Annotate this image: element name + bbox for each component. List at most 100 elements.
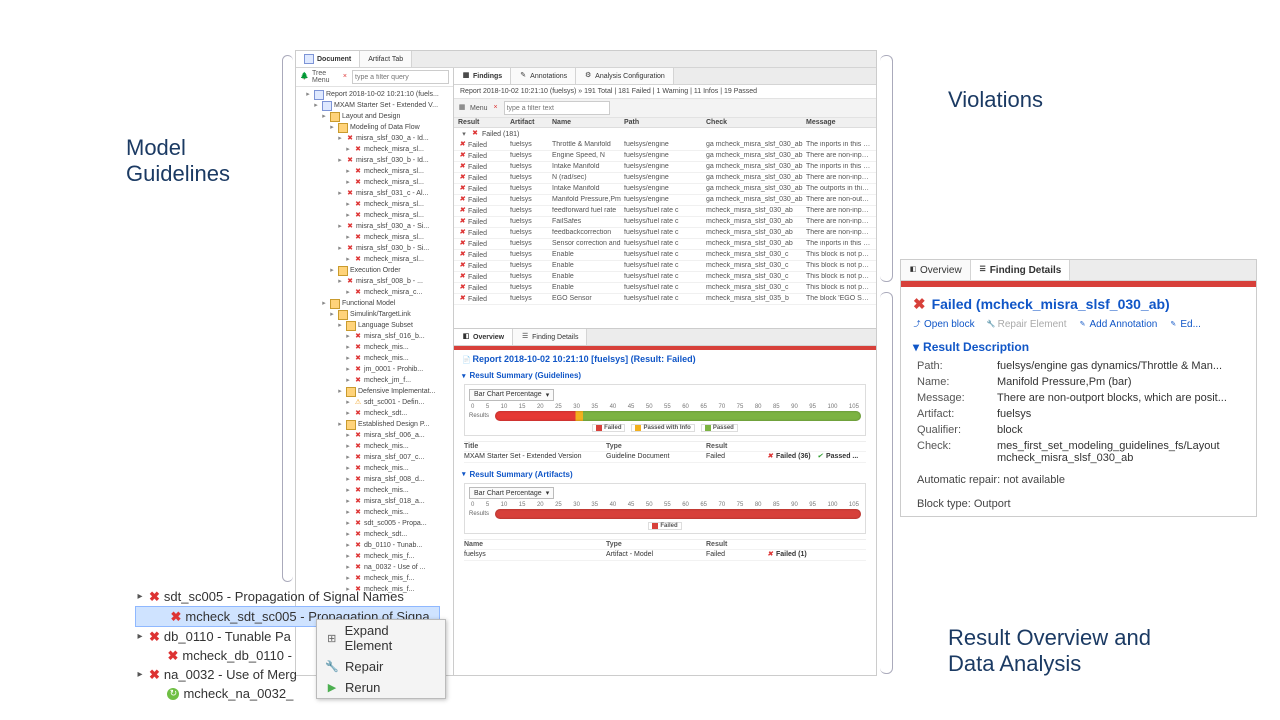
chart-type-select-2[interactable]: Bar Chart Percentage▾ xyxy=(469,487,554,499)
tree-filter-input[interactable] xyxy=(352,70,449,84)
tree-node[interactable]: ▸✖misra_slsf_007_c... xyxy=(298,452,453,463)
tab-document[interactable]: Document xyxy=(296,51,360,67)
tree-node[interactable]: ▸✖mcheck_mis_f... xyxy=(298,573,453,584)
tree-node[interactable]: ▸✖na_0032 - Use of ... xyxy=(298,562,453,573)
tab-findings[interactable]: ▦Findings xyxy=(454,68,511,84)
tree-node[interactable]: ▸✖mcheck_mis... xyxy=(298,441,453,452)
report-title: 📄 Report 2018-10-02 10:21:10 [fuelsys] (… xyxy=(454,350,876,367)
menu-icon[interactable]: ▦ xyxy=(458,104,466,112)
table-row[interactable]: ✖FailedfuelsysEnablefuelsys/fuel rate cm… xyxy=(454,250,876,261)
sum-guidelines-header[interactable]: ▾Result Summary (Guidelines) xyxy=(454,367,876,382)
detail-tab-finding[interactable]: ☰Finding Details xyxy=(971,260,1071,280)
col-name[interactable]: Name xyxy=(552,119,624,126)
tree-node[interactable]: ▸✖misra_slsf_030_b - Id... xyxy=(298,155,453,166)
tree-node[interactable]: ▸✖jm_0001 - Prohib... xyxy=(298,364,453,375)
finding-detail-panel: ◧Overview ☰Finding Details ✖Failed (mche… xyxy=(900,259,1257,517)
tree-node[interactable]: ▸✖mcheck_mis... xyxy=(298,463,453,474)
tree-node[interactable]: ▸Language Subset xyxy=(298,320,453,331)
table-row[interactable]: ✖Failedfuelsysfeedforward fuel ratefuels… xyxy=(454,206,876,217)
table-row[interactable]: ✖FailedfuelsysManifold Pressure,Pmfuelsy… xyxy=(454,195,876,206)
popup-tree-item[interactable]: ▸✖sdt_sc005 - Propagation of Signal Name… xyxy=(135,587,440,606)
col-result[interactable]: Result xyxy=(458,119,510,126)
tree-node[interactable]: ▸Layout and Design xyxy=(298,111,453,122)
details-icon: ☰ xyxy=(979,266,987,274)
tree-node[interactable]: ▸✖mcheck_mis... xyxy=(298,507,453,518)
tree-node[interactable]: ▸✖misra_slsf_006_a... xyxy=(298,430,453,441)
tree-node[interactable]: ▸✖misra_slsf_030_b - Si... xyxy=(298,243,453,254)
tree-node[interactable]: ▸Execution Order xyxy=(298,265,453,276)
detail-tab-overview[interactable]: ◧Overview xyxy=(901,260,971,280)
table-row[interactable]: ✖FailedfuelsysEGO Sensorfuelsys/fuel rat… xyxy=(454,294,876,305)
details-icon: ☰ xyxy=(521,333,529,341)
tab-analysis-config[interactable]: ⚙Analysis Configuration xyxy=(576,68,674,84)
add-annotation-link[interactable]: ✎Add Annotation xyxy=(1079,319,1158,330)
clear-icon[interactable]: × xyxy=(342,73,348,81)
tab-annotations[interactable]: ✎Annotations xyxy=(511,68,576,84)
table-row[interactable]: ✖FailedfuelsysEnablefuelsys/fuel rate cm… xyxy=(454,272,876,283)
tree-node[interactable]: ▸✖mcheck_misra_sl... xyxy=(298,254,453,265)
tree-node[interactable]: ▸Functional Model xyxy=(298,298,453,309)
tab-overview[interactable]: ◧Overview xyxy=(454,329,513,345)
col-artifact[interactable]: Artifact xyxy=(510,119,552,126)
ctxmenu-item[interactable]: ⊞Expand Element xyxy=(317,620,445,656)
tree-node[interactable]: ▸✖mcheck_mis... xyxy=(298,485,453,496)
tree-node[interactable]: ▸✖db_0110 - Tunab... xyxy=(298,540,453,551)
tree-node[interactable]: ▸Modeling of Data Flow xyxy=(298,122,453,133)
sum-artifacts-header[interactable]: ▾Result Summary (Artifacts) xyxy=(454,466,876,481)
findings-icon: ▦ xyxy=(462,72,470,80)
edit-link[interactable]: ✎Ed... xyxy=(1169,319,1201,330)
col-path[interactable]: Path xyxy=(624,119,706,126)
tree-node[interactable]: ▸✖mcheck_mis_f... xyxy=(298,551,453,562)
table-row[interactable]: ✖FailedfuelsysThrottle & Manifoldfuelsys… xyxy=(454,140,876,151)
table-row[interactable]: ✖Failedfuelsysfeedbackcorrectionfuelsys/… xyxy=(454,228,876,239)
tree-node[interactable]: ▸⚠sdt_sc001 - Defin... xyxy=(298,397,453,408)
tree-node[interactable]: ▸✖misra_slsf_031_c - Al... xyxy=(298,188,453,199)
tree-node[interactable]: ▸✖mcheck_jm_f... xyxy=(298,375,453,386)
open-block-link[interactable]: ⤴Open block xyxy=(913,319,975,330)
tree-node[interactable]: ▸✖mcheck_misra_sl... xyxy=(298,177,453,188)
tree-node[interactable]: ▸✖mcheck_misra_sl... xyxy=(298,232,453,243)
tree-node[interactable]: ▸✖misra_slsf_016_b... xyxy=(298,331,453,342)
group-failed[interactable]: ▾✖Failed (181) xyxy=(454,128,876,140)
table-row[interactable]: ✖FailedfuelsysSensor correction andfuels… xyxy=(454,239,876,250)
result-description-header[interactable]: ▾Result Description xyxy=(901,336,1256,356)
tree-node[interactable]: ▸✖misra_slsf_008_d... xyxy=(298,474,453,485)
tree-node[interactable]: ▸Simulink/TargetLink xyxy=(298,309,453,320)
table-row[interactable]: ✖FailedfuelsysEnablefuelsys/fuel rate cm… xyxy=(454,283,876,294)
tree-node[interactable]: ▸✖mcheck_misra_sl... xyxy=(298,166,453,177)
tab-artifact[interactable]: Artifact Tab xyxy=(360,51,412,67)
table-row[interactable]: ✖FailedfuelsysN (rad/sec)fuelsys/engineg… xyxy=(454,173,876,184)
clear-filter-icon[interactable]: × xyxy=(492,104,500,112)
tree-node[interactable]: ▸✖misra_slsf_018_a... xyxy=(298,496,453,507)
tree-node[interactable]: ▸✖mcheck_misra_sl... xyxy=(298,210,453,221)
col-check[interactable]: Check xyxy=(706,119,806,126)
table-row[interactable]: ✖FailedfuelsysEngine Speed, Nfuelsys/eng… xyxy=(454,151,876,162)
tree-node[interactable]: ▸MXAM Starter Set - Extended V... xyxy=(298,100,453,111)
tree-node[interactable]: ▸✖sdt_sc005 - Propa... xyxy=(298,518,453,529)
tree-node[interactable]: ▸✖mcheck_sdt... xyxy=(298,529,453,540)
tree-node[interactable]: ▸✖misra_slsf_030_a - Id... xyxy=(298,133,453,144)
tree-node[interactable]: ▸✖mcheck_misra_sl... xyxy=(298,144,453,155)
tree-node[interactable]: ▸✖misra_slsf_008_b - ... xyxy=(298,276,453,287)
table-row[interactable]: ✖FailedfuelsysEnablefuelsys/fuel rate cm… xyxy=(454,261,876,272)
kv-value: fuelsys xyxy=(997,408,1240,420)
tree-node[interactable]: ▸✖mcheck_misra_c... xyxy=(298,287,453,298)
findings-filter-input[interactable] xyxy=(504,101,610,115)
col-message[interactable]: Message xyxy=(806,119,872,126)
table-row[interactable]: ✖FailedfuelsysIntake Manifoldfuelsys/eng… xyxy=(454,162,876,173)
tree-node[interactable]: ▸Established Design P... xyxy=(298,419,453,430)
table-row[interactable]: ✖FailedfuelsysFailSafesfuelsys/fuel rate… xyxy=(454,217,876,228)
tree-node[interactable]: ▸Report 2018-10-02 10:21:10 (fuels... xyxy=(298,89,453,100)
tree-node[interactable]: ▸Defensive Implementat... xyxy=(298,386,453,397)
ctxmenu-item[interactable]: 🔧Repair xyxy=(317,656,445,677)
ctxmenu-item[interactable]: ▶Rerun xyxy=(317,677,445,698)
chart-type-select[interactable]: Bar Chart Percentage▾ xyxy=(469,389,554,401)
tree-node[interactable]: ▸✖mcheck_sdt... xyxy=(298,408,453,419)
tree-node[interactable]: ▸✖mcheck_mis... xyxy=(298,353,453,364)
tab-finding-details[interactable]: ☰Finding Details xyxy=(513,329,587,345)
tree-node[interactable]: ▸✖mcheck_misra_sl... xyxy=(298,199,453,210)
findings-toolbar: ▦ Menu × xyxy=(454,99,876,118)
tree-node[interactable]: ▸✖mcheck_mis... xyxy=(298,342,453,353)
table-row[interactable]: ✖FailedfuelsysIntake Manifoldfuelsys/eng… xyxy=(454,184,876,195)
tree-node[interactable]: ▸✖misra_slsf_030_a - Si... xyxy=(298,221,453,232)
